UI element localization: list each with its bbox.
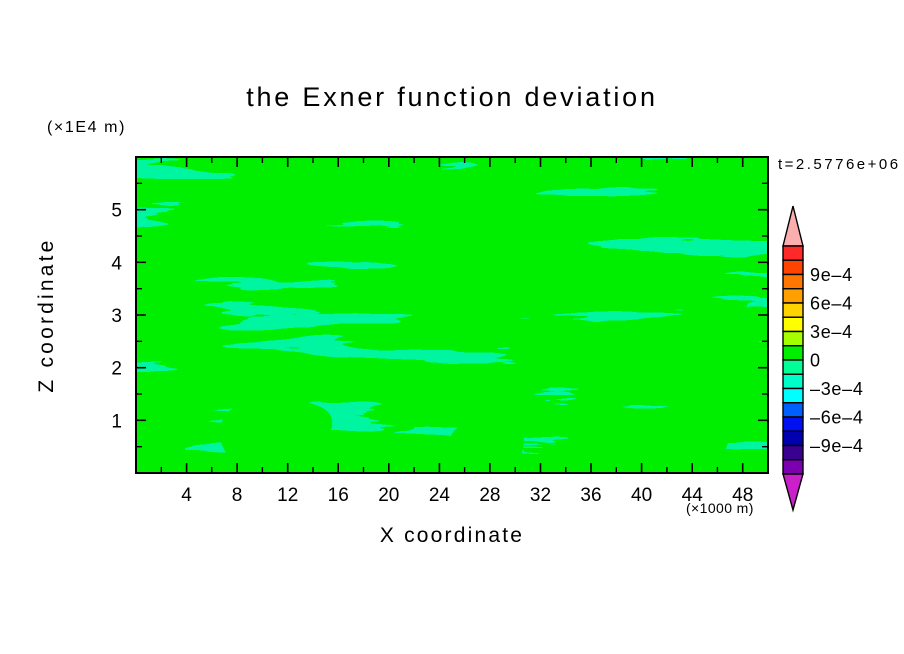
svg-text:0: 0 [810,351,821,371]
svg-text:4: 4 [181,485,192,506]
svg-text:20: 20 [378,485,399,506]
svg-text:–3e–4: –3e–4 [810,379,864,399]
svg-text:–6e–4: –6e–4 [810,408,864,428]
svg-text:16: 16 [328,485,349,506]
svg-text:3e–4: 3e–4 [810,322,853,342]
svg-text:–9e–4: –9e–4 [810,436,864,456]
svg-text:12: 12 [277,485,298,506]
svg-text:48: 48 [732,485,753,506]
svg-text:36: 36 [580,485,601,506]
svg-text:24: 24 [429,485,451,506]
svg-text:4: 4 [111,253,122,274]
svg-text:32: 32 [530,485,551,506]
svg-text:6e–4: 6e–4 [810,294,853,314]
svg-text:9e–4: 9e–4 [810,265,853,285]
svg-text:5: 5 [111,201,122,222]
svg-text:8: 8 [232,485,243,506]
svg-text:40: 40 [631,485,652,506]
svg-text:3: 3 [111,306,122,327]
svg-text:1: 1 [111,411,122,432]
svg-text:2: 2 [111,359,122,380]
svg-text:44: 44 [682,485,704,506]
svg-text:28: 28 [479,485,500,506]
